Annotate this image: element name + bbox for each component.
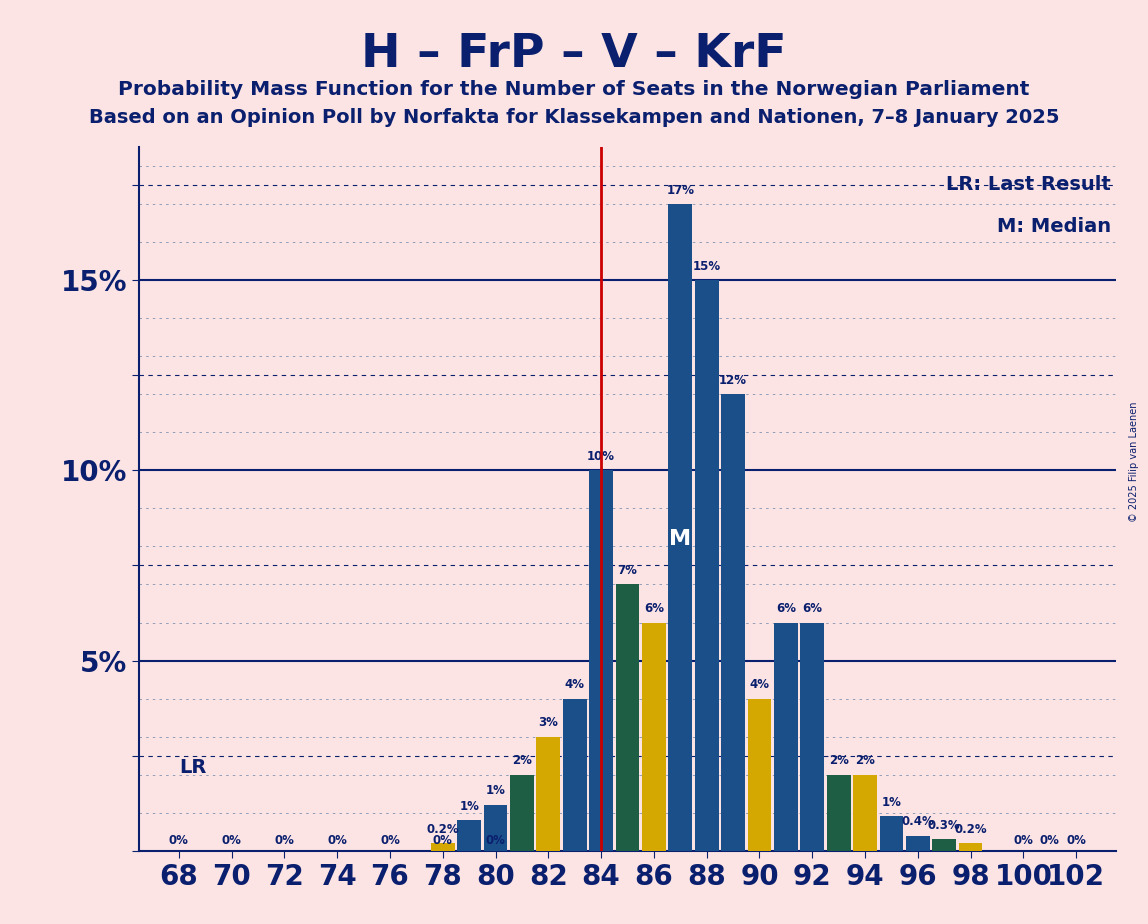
Text: 4%: 4% — [750, 678, 769, 691]
Text: LR: Last Result: LR: Last Result — [946, 176, 1111, 194]
Text: 7%: 7% — [618, 564, 637, 577]
Bar — [774, 623, 798, 851]
Bar — [483, 805, 507, 851]
Text: 0%: 0% — [380, 834, 400, 847]
Bar — [563, 699, 587, 851]
Bar — [879, 817, 903, 851]
Bar — [510, 774, 534, 851]
Bar — [853, 774, 877, 851]
Text: 1%: 1% — [459, 799, 479, 813]
Text: H – FrP – V – KrF: H – FrP – V – KrF — [362, 32, 786, 78]
Bar — [906, 835, 930, 851]
Bar — [457, 821, 481, 851]
Text: 0%: 0% — [433, 834, 452, 847]
Text: 0%: 0% — [1066, 834, 1086, 847]
Text: M: M — [669, 529, 691, 549]
Bar — [827, 774, 851, 851]
Text: 10%: 10% — [587, 450, 615, 463]
Text: 0%: 0% — [327, 834, 347, 847]
Bar — [695, 280, 719, 851]
Text: 1%: 1% — [882, 796, 901, 808]
Text: M: Median: M: Median — [996, 217, 1111, 237]
Bar — [536, 736, 560, 851]
Text: 0%: 0% — [169, 834, 188, 847]
Text: 15%: 15% — [692, 260, 721, 273]
Text: 4%: 4% — [565, 678, 584, 691]
Text: 0.2%: 0.2% — [426, 822, 459, 835]
Text: 0%: 0% — [274, 834, 294, 847]
Bar — [932, 839, 956, 851]
Bar — [747, 699, 771, 851]
Bar — [800, 623, 824, 851]
Text: 2%: 2% — [512, 754, 532, 767]
Text: 0%: 0% — [1040, 834, 1060, 847]
Text: 0.4%: 0.4% — [901, 815, 934, 828]
Bar — [642, 623, 666, 851]
Text: 0%: 0% — [486, 834, 505, 847]
Text: 0.2%: 0.2% — [954, 822, 987, 835]
Text: 6%: 6% — [802, 602, 822, 614]
Text: 1%: 1% — [486, 784, 505, 797]
Text: 6%: 6% — [644, 602, 664, 614]
Text: Based on an Opinion Poll by Norfakta for Klassekampen and Nationen, 7–8 January : Based on an Opinion Poll by Norfakta for… — [88, 108, 1060, 128]
Text: 6%: 6% — [776, 602, 796, 614]
Text: LR: LR — [179, 758, 207, 776]
Bar — [589, 470, 613, 851]
Text: 0.3%: 0.3% — [928, 819, 961, 832]
Text: 3%: 3% — [538, 716, 558, 729]
Bar — [959, 843, 983, 851]
Text: 17%: 17% — [666, 184, 695, 197]
Text: 0%: 0% — [1014, 834, 1033, 847]
Text: 0%: 0% — [222, 834, 241, 847]
Text: © 2025 Filip van Laenen: © 2025 Filip van Laenen — [1130, 402, 1139, 522]
Text: 2%: 2% — [855, 754, 875, 767]
Text: 12%: 12% — [719, 373, 747, 387]
Bar — [430, 843, 455, 851]
Text: Probability Mass Function for the Number of Seats in the Norwegian Parliament: Probability Mass Function for the Number… — [118, 80, 1030, 100]
Bar — [615, 585, 639, 851]
Bar — [668, 204, 692, 851]
Text: 2%: 2% — [829, 754, 848, 767]
Bar — [721, 395, 745, 851]
